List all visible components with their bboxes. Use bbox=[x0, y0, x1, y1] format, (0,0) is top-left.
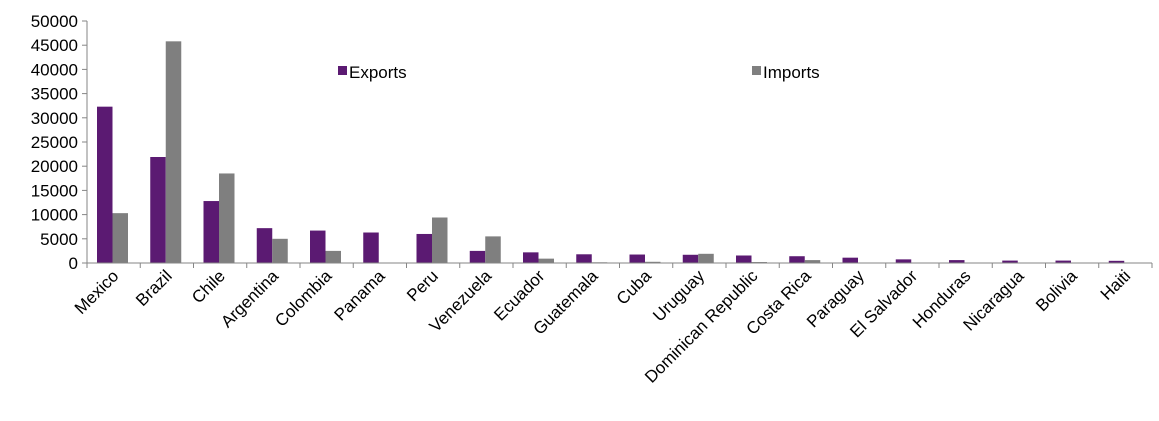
bar-exports-guatemala bbox=[576, 254, 592, 263]
bar-imports-cuba bbox=[645, 261, 661, 263]
y-tick-label: 45000 bbox=[31, 36, 78, 55]
y-tick-label: 5000 bbox=[40, 230, 78, 249]
bar-exports-venezuela bbox=[469, 250, 486, 263]
legend-swatch-exports bbox=[338, 66, 347, 75]
bar-exports-mexico bbox=[97, 106, 113, 263]
y-tick-label: 35000 bbox=[31, 85, 78, 104]
x-tick-label: Panama bbox=[330, 266, 389, 325]
x-tick-label: Peru bbox=[403, 266, 442, 305]
x-tick-label: Brazil bbox=[132, 266, 175, 309]
legend: Exports Imports bbox=[338, 63, 820, 82]
bar-exports-ecuador bbox=[523, 252, 539, 263]
x-tick-label: Cuba bbox=[613, 266, 656, 309]
bar-exports-peru bbox=[416, 233, 432, 263]
y-tick-label: 20000 bbox=[31, 157, 78, 176]
x-tick-label: Haiti bbox=[1097, 266, 1134, 303]
bar-exports-colombia bbox=[310, 230, 326, 263]
x-tick-label: Chile bbox=[188, 266, 229, 307]
x-tick-label: Argentina bbox=[217, 266, 282, 331]
y-tick-label: 10000 bbox=[31, 206, 78, 225]
y-axis: 0 5000 10000 15000 20000 25000 30000 35000 40000… bbox=[31, 12, 88, 273]
bar-exports-paraguay bbox=[842, 257, 858, 263]
y-tick-label: 15000 bbox=[31, 181, 78, 200]
legend-label-exports: Exports bbox=[349, 63, 407, 82]
bar-imports-colombia bbox=[325, 250, 341, 263]
bar-exports-bolivia bbox=[1055, 260, 1071, 263]
bar-imports-ecuador bbox=[538, 258, 554, 263]
x-tick-label: Bolivia bbox=[1032, 266, 1081, 315]
bar-exports-brazil bbox=[150, 157, 166, 263]
bar-exports-panama bbox=[363, 232, 379, 263]
y-tick-label: 0 bbox=[69, 254, 78, 273]
bar-imports-peru bbox=[432, 217, 448, 263]
bar-imports-chile bbox=[219, 173, 235, 263]
y-tick-label: 25000 bbox=[31, 133, 78, 152]
bar-imports-uruguay bbox=[698, 253, 714, 263]
bar-imports-argentina bbox=[272, 238, 288, 263]
y-tick-label: 30000 bbox=[31, 109, 78, 128]
legend-swatch-imports bbox=[752, 66, 761, 75]
x-axis: Mexico Brazil ChileArgentinaColombiaPanama… bbox=[71, 262, 1153, 387]
bar-exports-argentina bbox=[256, 228, 273, 263]
y-tick-label: 40000 bbox=[31, 60, 78, 79]
x-tick-label: Colombia bbox=[271, 266, 336, 331]
x-tick-label: Mexico bbox=[71, 266, 123, 318]
bar-exports-chile bbox=[203, 201, 219, 263]
bar-exports-honduras bbox=[949, 260, 965, 263]
bar-exports-cuba bbox=[629, 254, 645, 263]
bar-exports-uruguay bbox=[682, 254, 699, 263]
legend-label-imports: Imports bbox=[763, 63, 820, 82]
bar-exports-costa-rica bbox=[789, 256, 805, 263]
bar-imports-costa-rica bbox=[804, 260, 821, 263]
bar-imports-venezuela bbox=[485, 236, 501, 263]
y-tick-label: 50000 bbox=[31, 12, 78, 31]
bars bbox=[97, 41, 1125, 263]
bar-exports-el-salvador bbox=[895, 259, 912, 263]
bar-exports-dominican-republic bbox=[736, 255, 752, 263]
bar-imports-brazil bbox=[165, 41, 182, 263]
bar-exports-haiti bbox=[1108, 260, 1125, 263]
bar-exports-nicaragua bbox=[1002, 260, 1018, 263]
bar-imports-mexico bbox=[112, 213, 128, 263]
